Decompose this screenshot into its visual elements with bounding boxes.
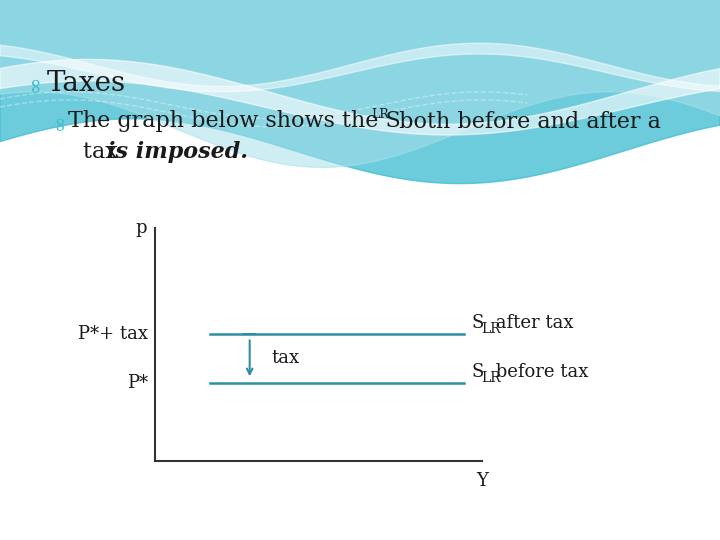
Text: tax: tax — [271, 349, 300, 367]
Text: before tax: before tax — [490, 363, 588, 381]
Text: P*+ tax: P*+ tax — [78, 325, 148, 343]
Text: is imposed.: is imposed. — [107, 141, 248, 163]
Text: S: S — [471, 363, 484, 381]
Text: p: p — [135, 219, 146, 237]
Text: LR: LR — [482, 371, 501, 385]
Text: after tax: after tax — [490, 314, 574, 332]
Text: ∞: ∞ — [25, 75, 44, 92]
Text: both before and after a: both before and after a — [392, 111, 661, 132]
Text: tax: tax — [83, 141, 125, 163]
Text: The graph below shows the S: The graph below shows the S — [68, 111, 401, 132]
Text: ∞: ∞ — [50, 113, 68, 130]
Text: P*: P* — [127, 374, 148, 392]
Text: LR: LR — [371, 109, 389, 122]
Text: LR: LR — [482, 322, 501, 336]
Text: Y: Y — [476, 472, 488, 490]
Text: S: S — [471, 314, 484, 332]
Text: Taxes: Taxes — [47, 70, 126, 97]
